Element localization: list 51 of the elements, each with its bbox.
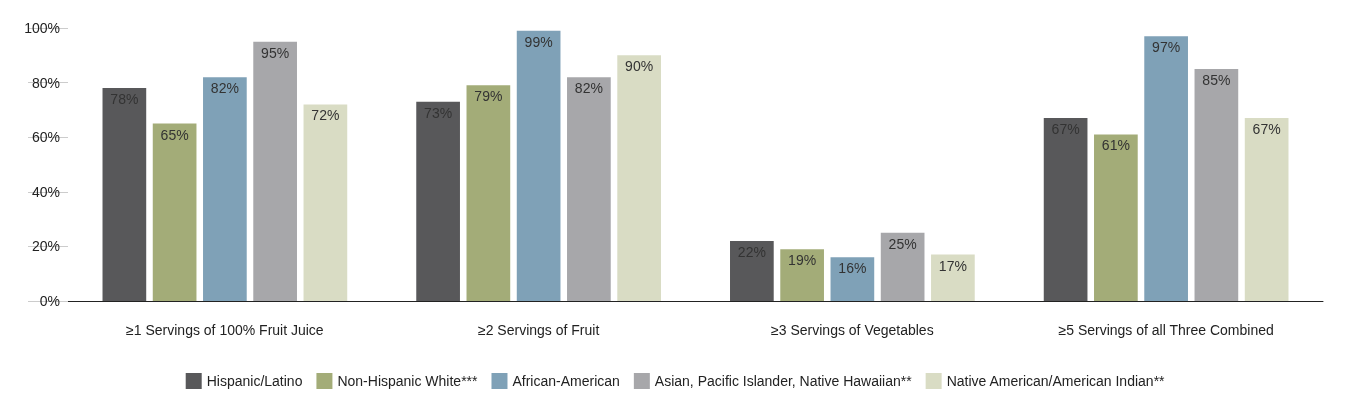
data-label: 61% (1101, 137, 1130, 154)
bar (1194, 68, 1239, 301)
bar (1144, 36, 1188, 301)
bar (780, 249, 824, 301)
data-label: 95% (261, 44, 290, 61)
data-label: 72% (311, 107, 340, 124)
data-label: 16% (838, 260, 867, 277)
data-label: 79% (474, 88, 503, 105)
bar (1043, 118, 1088, 301)
y-tick-label: 100% (24, 20, 60, 36)
data-label: 97% (1152, 39, 1181, 56)
y-tick-label: 20% (31, 238, 60, 255)
data-label: 17% (938, 257, 967, 274)
y-tick-label: 60% (31, 129, 60, 146)
legend-label: African-American (512, 373, 620, 389)
bar (830, 257, 875, 301)
bar (567, 77, 611, 301)
data-label: 82% (210, 80, 239, 97)
bar (466, 85, 511, 301)
bar (253, 41, 297, 301)
bar (1244, 118, 1289, 301)
bar (203, 77, 247, 301)
x-tick-label: ≥5 Servings of all Three Combined (1058, 322, 1274, 338)
data-label: 19% (788, 252, 817, 269)
x-tick-label: ≥2 Servings of Fruit (477, 322, 600, 338)
data-label: 67% (1252, 121, 1281, 138)
x-tick-label: ≥3 Servings of Vegetables (771, 322, 934, 338)
data-label: 90% (625, 58, 654, 75)
data-label: 99% (524, 33, 553, 50)
data-label: 85% (1202, 71, 1231, 88)
y-tick-label: 40% (31, 183, 60, 200)
bar (880, 232, 925, 301)
legend-label: Native American/American Indian** (946, 373, 1166, 389)
legend-label: Non-Hispanic White*** (337, 373, 479, 389)
bar (931, 254, 975, 301)
x-tick-label: ≥1 Servings of 100% Fruit Juice (126, 322, 324, 338)
legend-label: Hispanic/Latino (206, 373, 303, 389)
bar (303, 104, 348, 301)
bar (730, 240, 774, 301)
data-label: 65% (160, 126, 189, 143)
y-tick-label: 0% (39, 293, 60, 309)
y-tick-label: 80% (31, 74, 60, 91)
bar (516, 30, 561, 301)
bar (102, 88, 147, 301)
bar (152, 123, 197, 301)
bar (416, 101, 460, 301)
bar (1094, 134, 1138, 301)
data-label: 25% (888, 235, 917, 252)
legend-label: Asian, Pacific Islander, Native Hawaiian** (654, 373, 913, 389)
data-label: 82% (574, 80, 603, 97)
bar (617, 55, 661, 301)
